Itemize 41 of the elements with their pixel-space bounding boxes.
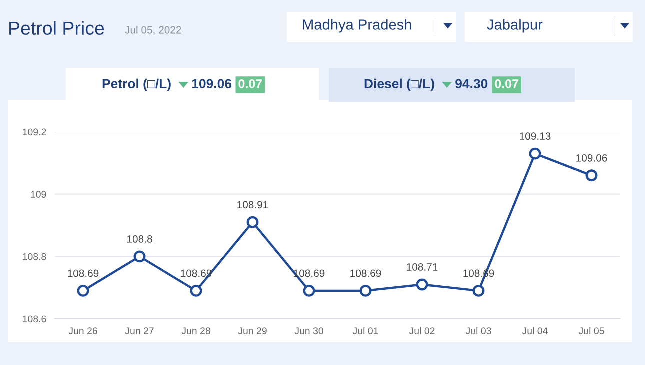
- data-label: 108.91: [238, 201, 268, 209]
- data-label: 109.13: [520, 132, 551, 140]
- x-tick-label: Jul 05: [578, 327, 604, 334]
- data-label: 108.69: [68, 270, 99, 278]
- chart-subtitle: Jul 05, 2022: [125, 26, 182, 36]
- x-tick-label: Jun 27: [125, 328, 154, 334]
- text: Diesel (□/L): [364, 78, 434, 92]
- text: Jabalpur: [487, 19, 543, 33]
- data-label: 108.69: [350, 270, 382, 278]
- point: [190, 284, 202, 297]
- x-tick-label: Jun 28: [182, 328, 210, 334]
- point: [134, 250, 146, 263]
- data-label: 109.06: [576, 154, 608, 162]
- text: 94.30: [456, 79, 488, 89]
- point: [77, 284, 90, 297]
- x-tick-label: Jun 29: [238, 328, 267, 334]
- point: [246, 216, 259, 228]
- x-tick-label: Jul 01: [352, 327, 378, 334]
- text: 109.06: [192, 79, 232, 89]
- x-tick-label: Jul 04: [522, 327, 548, 334]
- x-tick-label: Jun 26: [68, 328, 98, 334]
- y-tick-label: 108.6: [23, 316, 46, 323]
- text: Petrol (□/L): [102, 78, 171, 92]
- text: Madhya Pradesh: [303, 19, 412, 33]
- point: [529, 148, 542, 160]
- point: [303, 284, 316, 297]
- x-tick-label: Jun 30: [294, 328, 324, 334]
- x-tick-label: Jul 02: [409, 327, 435, 334]
- point: [416, 278, 428, 291]
- y-tick-label: 109: [31, 191, 46, 198]
- text: 0.07: [495, 80, 518, 88]
- point: [360, 284, 372, 297]
- point: [586, 170, 598, 182]
- point: [472, 284, 485, 297]
- y-tick-label: 108.8: [23, 253, 46, 260]
- text: 0.07: [238, 80, 262, 88]
- data-label: 108.71: [407, 264, 438, 271]
- x-tick-label: Jul 03: [466, 327, 492, 334]
- y-tick-label: 109.2: [23, 128, 46, 136]
- chart-title: Petrol Price: [10, 21, 104, 36]
- data-label: 108.8: [128, 236, 152, 243]
